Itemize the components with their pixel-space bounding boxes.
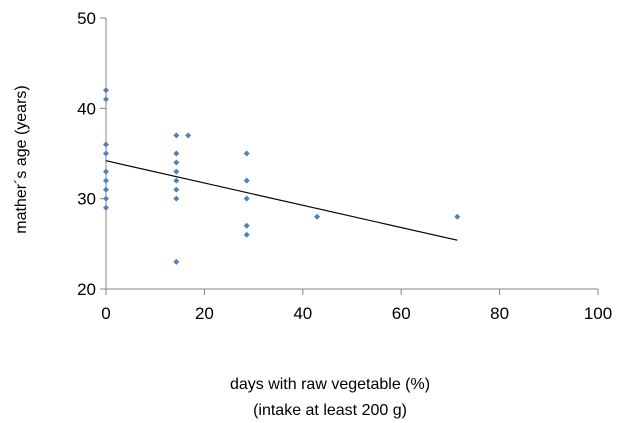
y-axis-title: mather´s age (years)	[13, 85, 30, 234]
data-point	[314, 213, 321, 220]
x-tick-label: 80	[490, 304, 509, 323]
data-point	[173, 258, 180, 265]
data-point	[243, 231, 250, 238]
x-tick-label: 20	[195, 304, 214, 323]
data-point	[243, 150, 250, 157]
x-tick-label: 100	[584, 304, 612, 323]
data-point	[173, 150, 180, 157]
y-tick-label: 20	[77, 280, 96, 299]
y-axis-ticks: 20 30 40 50	[77, 9, 106, 299]
trendline	[105, 160, 458, 241]
data-point	[103, 195, 109, 202]
data-point	[185, 132, 192, 139]
y-tick-label: 40	[77, 99, 96, 118]
data-point	[103, 141, 109, 148]
x-axis-title-line-2: (intake at least 200 g)	[253, 402, 407, 419]
data-point	[243, 222, 250, 229]
y-tick-label: 50	[77, 9, 96, 28]
data-point	[103, 96, 109, 103]
data-point	[103, 168, 109, 175]
x-tick-label: 40	[293, 304, 312, 323]
data-points	[103, 87, 461, 265]
data-point	[173, 195, 180, 202]
data-point	[173, 132, 180, 139]
x-axis-title-line-1: days with raw vegetable (%)	[230, 376, 430, 393]
data-point	[103, 150, 109, 157]
x-tick-label: 0	[101, 304, 110, 323]
data-point	[173, 159, 180, 166]
plot-area: 20 30 40 50 0 20 40 60 80 100	[77, 9, 612, 323]
data-point	[173, 186, 180, 193]
data-point	[103, 177, 109, 184]
data-point	[243, 177, 250, 184]
data-point	[173, 177, 180, 184]
data-point	[173, 168, 180, 175]
data-point	[103, 186, 109, 193]
data-point	[103, 87, 109, 94]
y-tick-label: 30	[77, 190, 96, 209]
data-point	[454, 213, 461, 220]
x-axis-ticks: 0 20 40 60 80 100	[101, 289, 612, 323]
data-point	[243, 195, 250, 202]
data-point	[103, 204, 109, 211]
x-tick-label: 60	[392, 304, 411, 323]
